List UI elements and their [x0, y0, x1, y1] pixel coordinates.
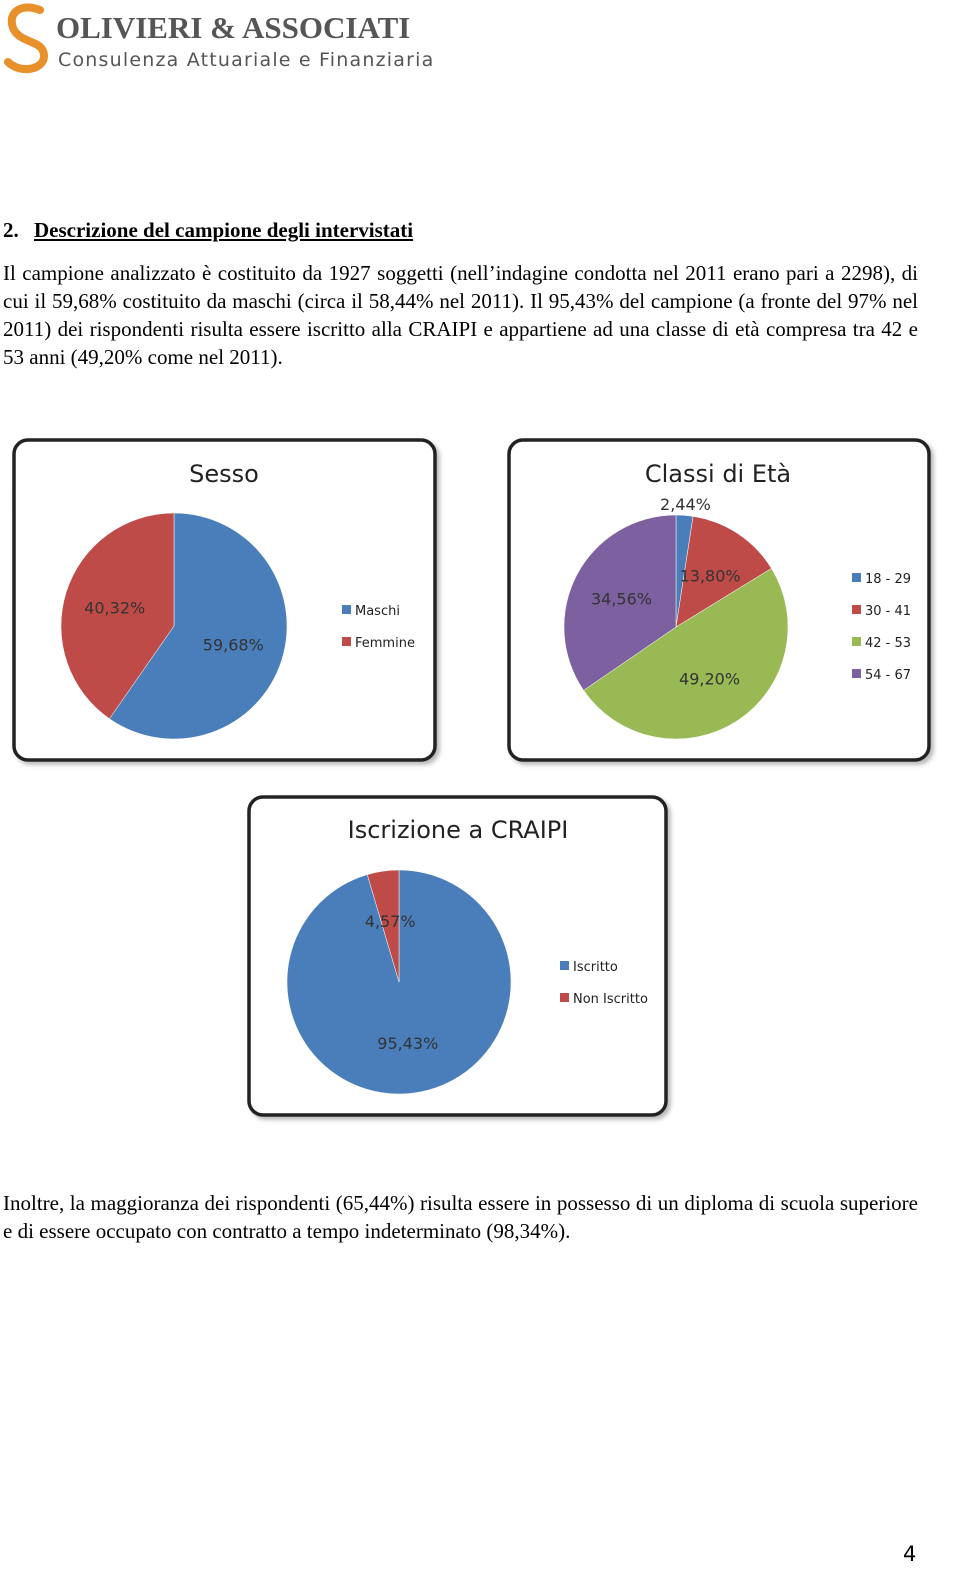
data-label: 59,68% — [203, 636, 264, 655]
tagline: Consulenza Attuariale e Finanziaria — [58, 49, 434, 71]
data-label: 2,44% — [660, 495, 711, 514]
legend-label: Iscritto — [573, 960, 618, 975]
legend-swatch — [852, 573, 861, 582]
pie-slice — [675, 516, 772, 628]
legend-label: 54 - 67 — [865, 668, 911, 683]
chart-title: Classi di Età — [645, 460, 791, 488]
legend-label: 30 - 41 — [865, 604, 911, 619]
legend-swatch — [852, 605, 861, 614]
legend-swatch — [342, 637, 351, 646]
section-title: Descrizione del campione degli intervist… — [34, 218, 414, 242]
legend-swatch — [560, 961, 569, 970]
data-label: 34,56% — [591, 589, 652, 608]
logo: Olivieri & Associati Consulenza Attuaria… — [4, 3, 434, 74]
pie-slice — [60, 512, 175, 720]
pie-slice — [583, 568, 789, 740]
legend-label: Maschi — [355, 604, 400, 619]
section-number: 2. — [3, 218, 19, 242]
company-name: Olivieri & Associati — [56, 10, 410, 45]
legend-swatch — [852, 637, 861, 646]
chart-title: Sesso — [189, 460, 259, 488]
legend-label: 18 - 29 — [865, 572, 911, 587]
section-heading: 2. Descrizione del campione degli interv… — [3, 218, 413, 243]
legend-swatch — [560, 993, 569, 1002]
data-label: 13,80% — [680, 567, 741, 586]
paragraph: Inoltre, la maggioranza dei rispondenti … — [3, 1191, 918, 1243]
data-label: 40,32% — [84, 598, 145, 617]
pie-slice — [366, 869, 400, 983]
paragraph: Il campione analizzato è costituito da 1… — [3, 261, 918, 369]
logo-mark — [4, 3, 49, 74]
data-label: 49,20% — [679, 670, 740, 689]
page-number: 4 — [903, 1542, 917, 1566]
legend-label: Non Iscritto — [573, 992, 648, 1007]
legend-swatch — [342, 605, 351, 614]
pie-slice — [109, 512, 288, 740]
data-label: 4,57% — [365, 912, 416, 931]
data-label: 95,43% — [377, 1034, 438, 1053]
legend-swatch — [852, 669, 861, 678]
legend-label: 42 - 53 — [865, 636, 911, 651]
pie-slice — [563, 514, 677, 691]
chart-title: Iscrizione a CRAIPI — [348, 816, 569, 844]
legend-label: Femmine — [355, 636, 415, 651]
